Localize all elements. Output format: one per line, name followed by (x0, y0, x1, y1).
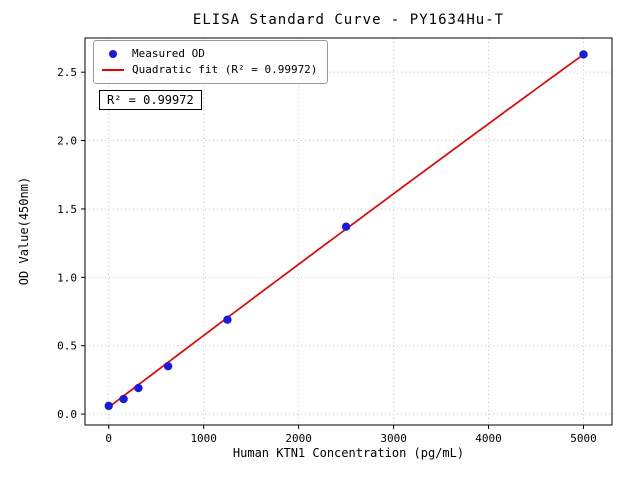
y-tick-label: 2.5 (57, 66, 77, 79)
blue-dot-marker-icon (109, 50, 117, 58)
r-squared-annotation: R² = 0.99972 (99, 90, 202, 110)
x-tick-label: 3000 (380, 432, 407, 445)
chart-title: ELISA Standard Curve - PY1634Hu-T (192, 12, 505, 28)
legend-label-fit: Quadratic fit (R² = 0.99972) (132, 63, 318, 76)
x-axis-label: Human KTN1 Concentration (pg/mL) (232, 446, 465, 460)
data-point (119, 394, 128, 404)
data-point (223, 315, 232, 324)
red-line-marker-icon (102, 69, 124, 71)
legend-label-measured: Measured OD (132, 47, 205, 60)
y-tick-label: 1.0 (57, 271, 77, 284)
x-tick-label: 0 (105, 432, 112, 445)
legend-item-fit: Quadratic fit (R² = 0.99972) (102, 62, 317, 78)
y-tick-label: 0.5 (57, 340, 77, 353)
y-tick-label: 1.5 (57, 203, 77, 216)
plot-border (84, 37, 613, 426)
y-tick-label: 0.0 (57, 408, 77, 421)
data-point (163, 361, 173, 371)
data-point (134, 383, 143, 393)
y-axis-label: OD Value(450nm) (17, 176, 31, 286)
data-point (579, 50, 588, 59)
legend-item-measured: Measured OD (102, 46, 317, 62)
data-point (104, 401, 113, 411)
x-tick-label: 4000 (475, 432, 502, 445)
x-tick-label: 2000 (285, 432, 312, 445)
x-tick-label: 1000 (190, 432, 217, 445)
data-point (341, 222, 351, 231)
x-tick-label: 5000 (570, 432, 597, 445)
y-tick-label: 2.0 (57, 135, 77, 148)
legend: Measured OD Quadratic fit (R² = 0.99972) (93, 40, 329, 84)
